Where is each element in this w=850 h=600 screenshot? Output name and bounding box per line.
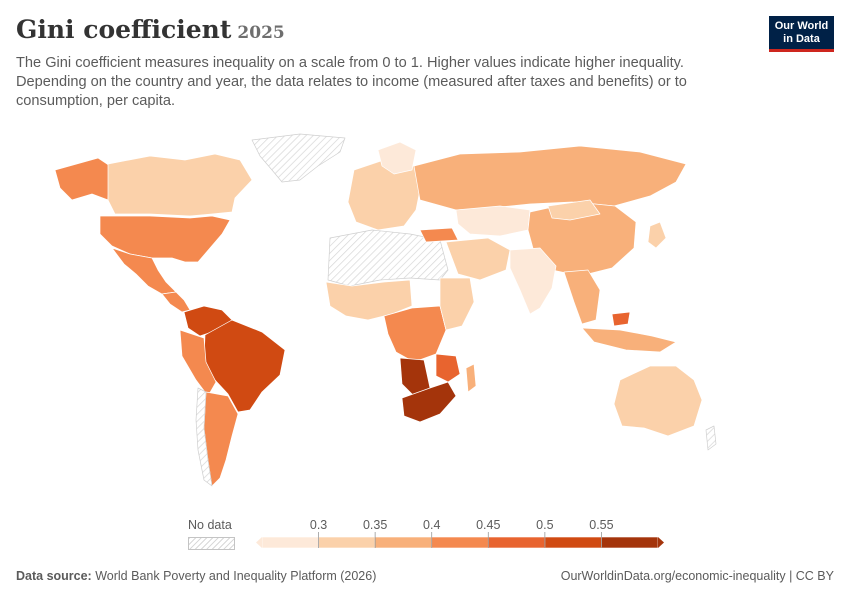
legend-bin-5[interactable] xyxy=(544,536,602,549)
legend-left-arrow xyxy=(256,537,262,548)
chart-subtitle: The Gini coefficient measures inequality… xyxy=(16,55,687,109)
country-usa[interactable] xyxy=(99,215,231,263)
country-central-america[interactable] xyxy=(161,291,191,313)
legend-bin-2[interactable] xyxy=(374,536,433,549)
country-middle-east[interactable] xyxy=(445,237,511,281)
legend-no-data-label: No data xyxy=(188,518,232,532)
logo-line1: Our World xyxy=(774,20,829,32)
legend-bin-4[interactable] xyxy=(487,536,546,549)
country-china[interactable] xyxy=(527,201,637,277)
country-indonesia[interactable] xyxy=(581,327,677,353)
legend-tick-label: 0.3 xyxy=(310,518,327,532)
country-west-africa[interactable] xyxy=(325,279,413,321)
legend-tick-label: 0.55 xyxy=(589,518,613,532)
legend-bin-6[interactable] xyxy=(601,536,659,549)
country-japan[interactable] xyxy=(647,221,667,249)
legend-no-data-swatch[interactable] xyxy=(188,537,235,550)
legend: No data 0.3 0.35 0.4 0.45 0.5 0.55 xyxy=(0,514,850,554)
world-map xyxy=(54,133,717,487)
legend-tick-label: 0.4 xyxy=(423,518,440,532)
legend-bin-1[interactable] xyxy=(318,536,376,549)
country-alaska[interactable] xyxy=(54,157,111,201)
legend-tick-label: 0.5 xyxy=(536,518,553,532)
title-year: 2025 xyxy=(237,23,285,43)
footer-credit-link[interactable]: OurWorldinData.org/economic-inequality |… xyxy=(560,569,834,583)
country-mozambique[interactable] xyxy=(435,353,461,383)
logo-line2: in Data xyxy=(783,33,820,45)
chart-header: Gini coefficient 2025 The Gini coefficien… xyxy=(16,14,716,111)
data-source-label: Data source: xyxy=(16,569,92,583)
country-mongolia[interactable] xyxy=(547,199,601,221)
footer: Data source: World Bank Poverty and Ineq… xyxy=(16,569,834,583)
country-turkey[interactable] xyxy=(419,227,459,243)
country-scandinavia[interactable] xyxy=(377,141,417,175)
title-text: Gini coefficient xyxy=(16,15,232,44)
country-madagascar[interactable] xyxy=(465,363,477,393)
country-australia[interactable] xyxy=(613,365,703,437)
legend-color-bar: 0.3 0.35 0.4 0.45 0.5 0.55 xyxy=(256,518,664,549)
country-central-africa[interactable] xyxy=(383,305,447,363)
legend-bin-3[interactable] xyxy=(431,536,489,549)
country-malaysia[interactable] xyxy=(611,311,631,327)
owid-logo[interactable]: Our World in Data xyxy=(769,16,834,52)
country-southeast-asia[interactable] xyxy=(563,269,601,325)
country-india[interactable] xyxy=(509,247,557,315)
chart-title: Gini coefficient 2025 xyxy=(16,14,716,49)
data-source-text: World Bank Poverty and Inequality Platfo… xyxy=(95,569,377,583)
country-chile[interactable] xyxy=(195,387,213,487)
country-south-africa[interactable] xyxy=(401,381,457,423)
country-central-asia[interactable] xyxy=(455,205,531,237)
country-new-zealand[interactable] xyxy=(705,425,717,451)
country-russia[interactable] xyxy=(413,145,687,211)
legend-bin-0[interactable] xyxy=(261,536,319,549)
country-peru[interactable] xyxy=(179,329,217,397)
legend-tick-label: 0.35 xyxy=(363,518,387,532)
country-east-africa[interactable] xyxy=(439,277,475,331)
country-greenland[interactable] xyxy=(251,133,346,183)
legend-right-arrow xyxy=(658,537,664,548)
legend-tick-label: 0.45 xyxy=(476,518,500,532)
country-canada[interactable] xyxy=(107,153,253,217)
